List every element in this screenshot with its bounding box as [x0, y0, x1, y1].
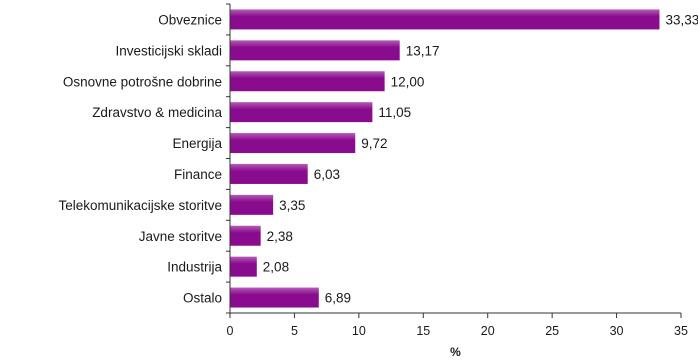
category-label: Energija	[172, 136, 222, 151]
bar	[230, 40, 400, 61]
bar	[230, 287, 319, 308]
value-label: 33,33	[665, 12, 698, 27]
category-label: Javne storitve	[139, 229, 222, 244]
category-label: Industrija	[167, 260, 222, 275]
category-label: Obveznice	[158, 12, 222, 27]
value-label: 13,17	[406, 43, 440, 58]
bar	[230, 163, 308, 184]
x-axis-title: %	[450, 345, 461, 359]
value-label: 11,05	[378, 105, 411, 120]
x-tick-label: 0	[227, 324, 234, 338]
value-label: 6,03	[314, 167, 340, 182]
bar	[230, 133, 356, 154]
category-label: Finance	[174, 167, 222, 182]
bar	[230, 9, 660, 30]
bar	[230, 256, 257, 277]
y-axis-ticks	[226, 3, 230, 314]
x-axis-ticks: 0 5 10 15 20 25 30 35	[227, 313, 688, 338]
bar	[230, 225, 261, 246]
value-label: 2,08	[263, 260, 289, 275]
category-labels: Obveznice Investicijski skladi Osnovne pot…	[58, 12, 222, 305]
bar	[230, 102, 373, 123]
value-label: 9,72	[361, 136, 387, 151]
value-label: 12,00	[391, 74, 425, 89]
category-label: Investicijski skladi	[115, 43, 222, 58]
category-label: Zdravstvo & medicina	[92, 105, 222, 120]
category-label: Ostalo	[183, 291, 222, 306]
category-label: Telekomunikacijske storitve	[58, 198, 222, 213]
value-label: 2,38	[267, 229, 293, 244]
bars-group	[230, 9, 660, 308]
value-labels: 33,33 13,17 12,00 11,05 9,72 6,03 3,35 2,38 2,08…	[263, 12, 698, 305]
value-label: 3,35	[279, 198, 305, 213]
bar	[230, 194, 274, 215]
x-tick-label: 35	[674, 324, 688, 338]
x-tick-label: 20	[481, 324, 495, 338]
bar	[230, 71, 385, 92]
x-tick-label: 10	[352, 324, 366, 338]
x-tick-label: 30	[610, 324, 624, 338]
x-tick-label: 25	[545, 324, 559, 338]
value-label: 6,89	[325, 291, 351, 306]
x-tick-label: 5	[291, 324, 298, 338]
category-label: Osnovne potrošne dobrine	[63, 74, 222, 89]
x-tick-label: 15	[416, 324, 430, 338]
